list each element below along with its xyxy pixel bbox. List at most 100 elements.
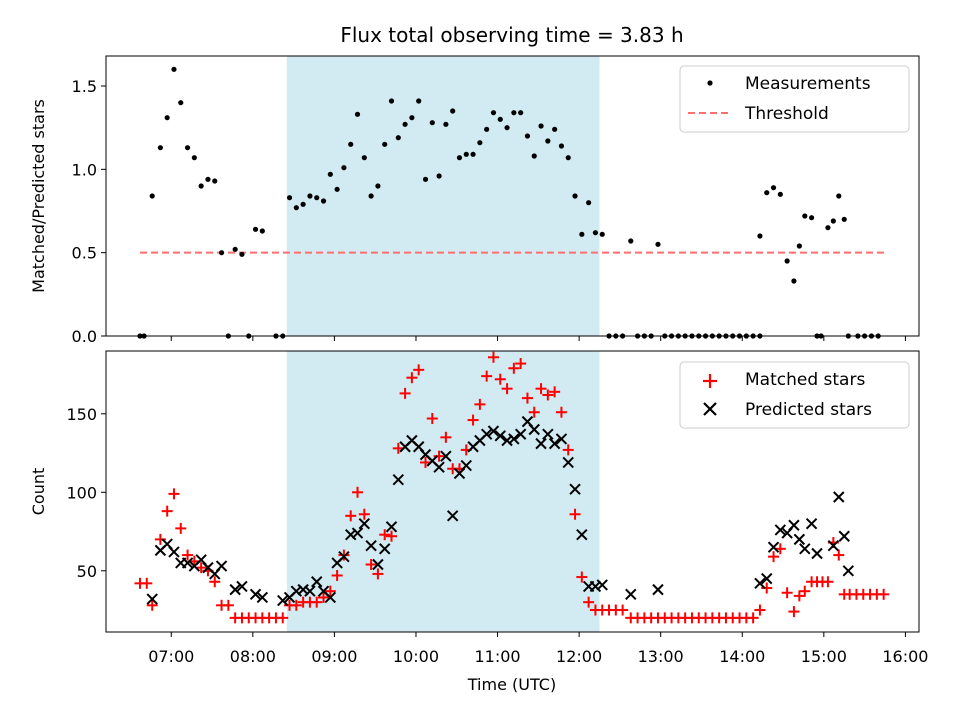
- matched-star-point: [182, 549, 194, 561]
- predicted-star-point: [501, 434, 513, 447]
- measurement-point: [164, 115, 170, 121]
- matched-star-point: [222, 599, 234, 611]
- observing-window-shade-top: [286, 56, 600, 336]
- matched-star-point: [508, 362, 520, 374]
- predicted-star-point: [256, 591, 269, 604]
- matched-star-point: [195, 562, 207, 574]
- legend-marker-matched: [703, 374, 717, 388]
- predicted-star-point: [392, 474, 405, 486]
- matched-star-point: [365, 558, 377, 570]
- measurement-point: [341, 165, 347, 171]
- matched-star-point: [379, 529, 391, 541]
- legend-marker-predicted: [703, 402, 717, 416]
- predicted-star-point: [378, 543, 391, 555]
- legend-top: Measurements Threshold: [679, 65, 910, 133]
- predicted-star-point: [358, 517, 371, 530]
- predicted-star-point: [652, 583, 664, 596]
- y-tick-label: 100: [66, 483, 97, 502]
- y-tick-label: 1.5: [72, 77, 97, 96]
- plot-frame-top: [105, 55, 920, 337]
- predicted-star-point: [788, 519, 800, 531]
- measurement-point: [784, 258, 790, 264]
- predicted-star-point: [480, 428, 493, 440]
- measurement-point: [628, 238, 634, 244]
- predicted-star-point: [514, 428, 527, 440]
- predicted-star-point: [569, 483, 581, 495]
- predicted-star-point: [799, 543, 811, 555]
- measurement-point: [252, 226, 259, 232]
- measurement-point: [382, 141, 388, 147]
- matched-star-point: [474, 398, 486, 410]
- legend-marker-measurements: [707, 80, 713, 86]
- measurement-point: [552, 126, 558, 132]
- predicted-star-point: [842, 565, 855, 577]
- measurement-point: [368, 193, 374, 199]
- matched-star-point: [583, 596, 595, 608]
- matched-star-point: [399, 387, 411, 399]
- y-axis-ticks-top: 0.0 0.5 1.0 1.5: [72, 77, 106, 346]
- measurement-point: [830, 218, 836, 224]
- measurement-point: [463, 151, 469, 157]
- matched-star-point: [555, 406, 567, 418]
- predicted-star-point: [811, 547, 823, 560]
- matched-star-point: [426, 413, 438, 425]
- predicted-star-point: [433, 461, 445, 473]
- matched-star-point: [392, 442, 404, 454]
- predicted-star-point: [229, 583, 241, 596]
- matched-star-point: [419, 456, 431, 468]
- measurement-point: [320, 198, 327, 204]
- matched-star-point: [406, 372, 418, 384]
- measurement-point: [586, 200, 592, 206]
- matched-star-point: [352, 486, 364, 498]
- observing-window-shade-bottom: [286, 351, 600, 632]
- matched-star-point: [768, 551, 780, 563]
- measurement-point: [205, 176, 211, 182]
- measurement-point: [232, 246, 238, 252]
- matched-star-point: [535, 383, 547, 395]
- predicted-star-point: [555, 433, 568, 445]
- x-tick-label: 11:00: [474, 647, 520, 666]
- legend-label-matched: Matched stars: [745, 370, 865, 390]
- measurement-point: [212, 178, 218, 184]
- measurement-point: [511, 110, 517, 116]
- matched-star-point: [467, 414, 479, 426]
- measurement-point: [354, 111, 361, 117]
- x-axis-ticks: 07:00 08:00 09:00 10:00 11:00 12:00 13:00 14:00…: [148, 336, 928, 666]
- matched-star-point: [141, 577, 153, 589]
- measurement-point: [518, 110, 524, 116]
- x-tick-label: 09:00: [311, 647, 357, 666]
- measurement-point: [259, 228, 265, 234]
- matched-star-point: [154, 533, 166, 545]
- measurement-point: [538, 123, 544, 129]
- legend-label-predicted: Predicted stars: [745, 400, 872, 420]
- predicted-star-point: [297, 583, 309, 596]
- matched-star-point: [277, 612, 289, 624]
- matched-star-point: [549, 386, 561, 398]
- matched-star-point: [487, 351, 499, 363]
- x-tick-label: 14:00: [719, 647, 765, 666]
- measurement-point: [239, 251, 245, 257]
- measurement-point: [490, 110, 497, 116]
- measurement-point: [361, 155, 367, 161]
- matched-star-point: [146, 599, 158, 611]
- matched-star-point: [617, 604, 629, 616]
- measurement-point: [388, 98, 395, 104]
- matched-star-point: [788, 606, 800, 618]
- predicted-star-point: [754, 577, 766, 590]
- predicted-star-point: [146, 593, 158, 605]
- predicted-star-point: [277, 594, 289, 607]
- matched-star-point: [754, 604, 766, 616]
- matched-star-point: [311, 596, 323, 608]
- predicted-star-point: [827, 539, 840, 552]
- matched-star-point: [290, 599, 302, 611]
- measurement-point: [599, 231, 605, 237]
- legend-label-threshold: Threshold: [744, 104, 829, 124]
- matched-star-point: [358, 508, 370, 520]
- x-tick-label: 08:00: [230, 647, 276, 666]
- measurement-point: [825, 225, 831, 231]
- predicted-star-point: [345, 528, 357, 541]
- matched-star-point: [515, 358, 527, 370]
- matched-star-point: [562, 444, 574, 456]
- predicted-star-point: [487, 425, 500, 437]
- y-axis-label-top: Matched/Predicted stars: [29, 99, 48, 293]
